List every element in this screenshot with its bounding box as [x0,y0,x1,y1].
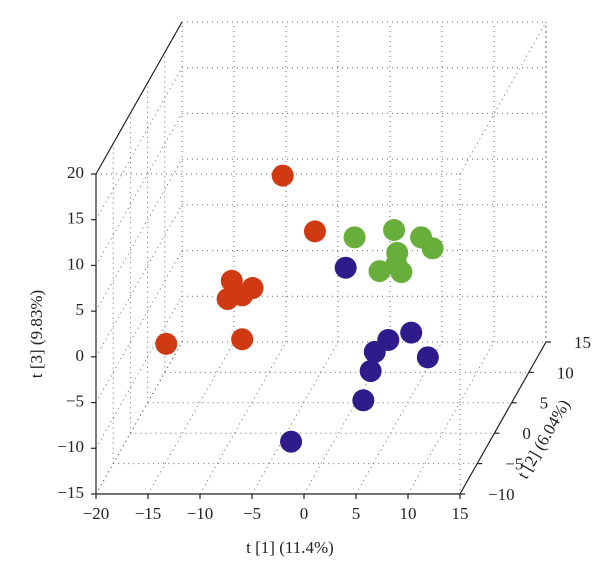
point [334,256,357,279]
x-tick-label: 5 [352,504,361,523]
point [303,220,326,243]
box-edge [95,21,183,175]
y-tick-label: 15 [574,333,591,352]
z-tick-label: 0 [76,346,85,365]
z-tick-label: −10 [57,437,84,456]
y-tick-label: 0 [522,424,531,443]
grid-line [95,158,183,312]
point [368,260,391,283]
grid-line [95,341,183,495]
z-tick-label: 5 [76,300,85,319]
point [383,219,406,241]
point [363,340,386,363]
x-tick-label: −15 [135,504,162,523]
point [155,332,178,355]
grid-line [251,341,339,495]
x-tick-label: 10 [400,504,417,523]
y-axis [459,341,547,495]
z-axis-label: t [3] (9.83%) [27,290,46,378]
y-tick-label: 10 [557,363,574,382]
z-tick-label: 10 [67,254,84,273]
x-tick-label: −5 [243,504,261,523]
x-axis-label: t [1] (11.4%) [246,538,334,557]
box-edge [95,341,183,495]
y-tick-label: −10 [488,485,515,504]
point [416,346,439,369]
point [216,288,239,311]
grid-line [95,296,183,449]
point [352,389,375,412]
grid-line [95,204,183,358]
point [231,328,254,351]
x-tick-label: 0 [300,504,309,523]
x-tick-label: −20 [83,504,110,523]
grid-line [199,341,287,495]
box-edge [459,21,547,175]
z-tick-label: −15 [57,483,84,502]
grid-line [407,341,495,495]
x-tick-label: 15 [452,504,469,523]
grid-line [95,113,183,266]
grid-line [95,250,183,403]
z-tick-label: 20 [67,163,84,182]
point [421,237,444,260]
y-tick-label: 5 [540,394,549,413]
point [359,360,382,383]
grid-line [95,341,183,495]
point [400,321,423,344]
point [390,261,413,284]
z-tick-label: 15 [67,209,84,228]
grid-line [147,341,235,495]
point [343,226,366,249]
x-tick-label: −10 [187,504,214,523]
y-tick-label: −5 [505,455,523,474]
point [280,430,303,453]
grid-line [95,67,183,220]
point [271,164,294,187]
z-tick-label: −5 [66,391,84,410]
